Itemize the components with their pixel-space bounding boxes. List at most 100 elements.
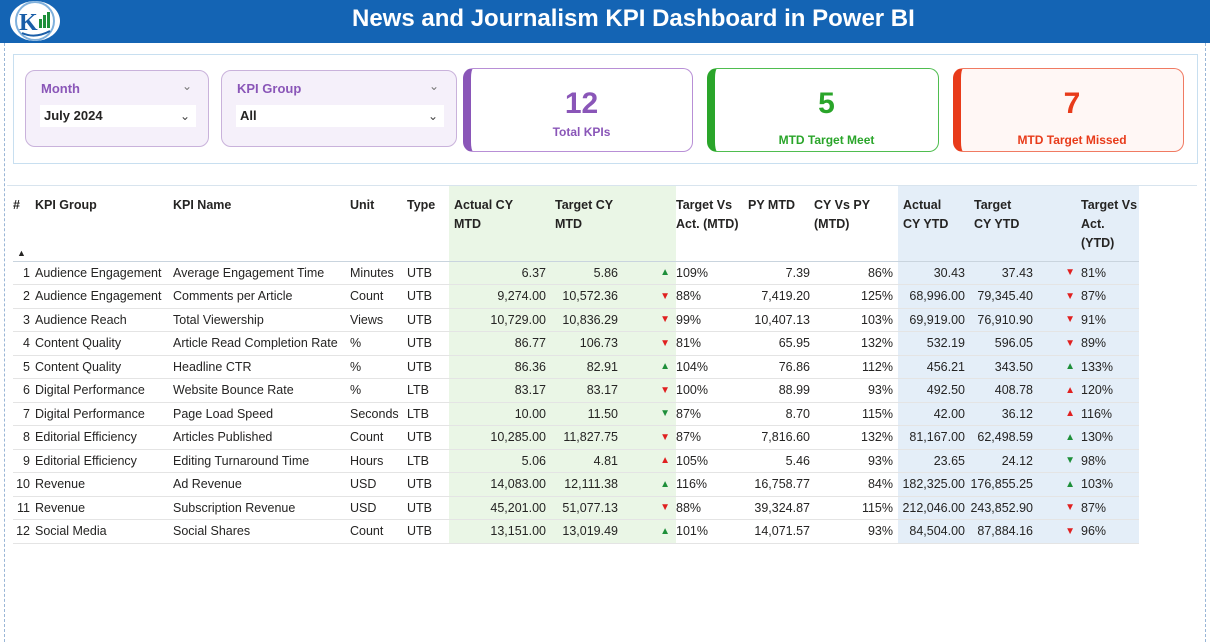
table-row[interactable]: 4 Content Quality Article Read Completion … bbox=[13, 331, 1139, 356]
kpi-name-cell: Subscription Revenue bbox=[173, 496, 350, 520]
actual-cy-ytd-cell: 81,167.00 bbox=[898, 425, 969, 450]
type-cell: UTB bbox=[407, 284, 449, 309]
actual-cy-mtd-cell: 83.17 bbox=[449, 378, 550, 403]
col-header-label: KPI Group bbox=[35, 198, 97, 212]
month-slicer[interactable]: Month ⌄ July 2024 ⌄ bbox=[25, 70, 209, 147]
cy-vs-py-mtd-cell: 84% bbox=[814, 472, 898, 497]
kpi-group-cell: Revenue bbox=[35, 472, 173, 497]
row-index: 10 bbox=[13, 472, 35, 497]
table-row[interactable]: 10 Revenue Ad Revenue USD UTB 14,083.00 12,111… bbox=[13, 472, 1139, 497]
table-row[interactable]: 6 Digital Performance Website Bounce Rate%… bbox=[13, 378, 1139, 403]
col-header-target-vs-act-ytd[interactable]: Target Vs Act. (YTD) bbox=[1081, 186, 1139, 262]
mtd-target-meet-card: 5 MTD Target Meet bbox=[707, 68, 939, 152]
sort-ascending-icon[interactable]: ▲ bbox=[17, 248, 26, 258]
kpi-name-cell: Headline CTR bbox=[173, 355, 350, 379]
table-row[interactable]: 1 Audience Engagement Average Engagement T… bbox=[13, 261, 1139, 285]
table-row[interactable]: 3 Audience Reach Total Viewership Views UTB 1… bbox=[13, 308, 1139, 332]
row-index: 4 bbox=[13, 331, 35, 356]
actual-cy-mtd-cell: 9,274.00 bbox=[449, 284, 550, 309]
col-header-actual-cy-ytd[interactable]: Actual CY YTD bbox=[898, 186, 969, 262]
col-header-target-cy-ytd[interactable]: Target CY YTD bbox=[969, 186, 1081, 262]
unit-cell: Seconds bbox=[350, 402, 407, 426]
actual-cy-mtd-cell: 10.00 bbox=[449, 402, 550, 426]
py-mtd-cell: 10,407.13 bbox=[748, 308, 814, 332]
col-header-actual-cy-mtd[interactable]: Actual CY MTD bbox=[449, 186, 550, 262]
col-header-kpi-name[interactable]: KPI Name bbox=[173, 186, 350, 262]
actual-cy-ytd-cell: 456.21 bbox=[898, 355, 969, 379]
table-row[interactable]: 2 Audience Engagement Comments per Article… bbox=[13, 284, 1139, 309]
target-cy-mtd-cell: 106.73 bbox=[550, 331, 622, 356]
kpi-group-slicer[interactable]: KPI Group ⌄ All ⌄ bbox=[221, 70, 457, 147]
kpi-group-cell: Revenue bbox=[35, 496, 173, 520]
chevron-down-icon[interactable]: ⌄ bbox=[182, 79, 193, 93]
py-mtd-cell: 8.70 bbox=[748, 402, 814, 426]
actual-cy-ytd-cell: 532.19 bbox=[898, 331, 969, 356]
arrow-down-red-icon: ▼ bbox=[622, 331, 676, 356]
mtd-target-meet-value: 5 bbox=[818, 87, 835, 120]
month-value: July 2024 bbox=[44, 108, 103, 123]
total-kpis-value: 12 bbox=[564, 87, 599, 120]
actual-cy-mtd-cell: 10,729.00 bbox=[449, 308, 550, 332]
col-header-kpi-group[interactable]: KPI Group bbox=[35, 186, 173, 262]
total-kpis-card: 12 Total KPIs bbox=[463, 68, 693, 152]
col-header-cy-vs-py-mtd[interactable]: CY Vs PY (MTD) bbox=[814, 186, 898, 262]
table-row[interactable]: 12 Social Media Social Shares Count UTB 13,15… bbox=[13, 519, 1139, 544]
target-cy-mtd-cell: 82.91 bbox=[550, 355, 622, 379]
actual-cy-mtd-cell: 5.06 bbox=[449, 449, 550, 473]
target-vs-act-ytd-cell: 130% bbox=[1081, 425, 1139, 450]
kpi-group-dropdown[interactable]: All ⌄ bbox=[236, 105, 444, 127]
type-cell: UTB bbox=[407, 519, 449, 544]
unit-cell: Hours bbox=[350, 449, 407, 473]
unit-cell: Views bbox=[350, 308, 407, 332]
kpi-group-cell: Audience Engagement bbox=[35, 261, 173, 285]
table-row[interactable]: 9 Editorial Efficiency Editing Turnaround … bbox=[13, 449, 1139, 473]
arrow-down-red-icon: ▼ bbox=[622, 378, 676, 403]
target-cy-mtd-cell: 51,077.13 bbox=[550, 496, 622, 520]
arrow-down-red-icon: ▼ bbox=[1037, 308, 1081, 332]
cy-vs-py-mtd-cell: 132% bbox=[814, 331, 898, 356]
py-mtd-cell: 14,071.57 bbox=[748, 519, 814, 544]
col-header-index[interactable]: # ▲ bbox=[13, 186, 35, 262]
table-row[interactable]: 11 Revenue Subscription Revenue USD UTB 45,20… bbox=[13, 496, 1139, 520]
mtd-target-missed-caption: MTD Target Missed bbox=[1017, 133, 1127, 147]
dropdown-arrow-icon[interactable]: ⌄ bbox=[179, 109, 190, 123]
table-row[interactable]: 5 Content Quality Headline CTR% UTB 86.36 82.… bbox=[13, 355, 1139, 379]
target-vs-act-ytd-cell: 89% bbox=[1081, 331, 1139, 356]
unit-cell: USD bbox=[350, 496, 407, 520]
chevron-down-icon[interactable]: ⌄ bbox=[429, 79, 440, 93]
arrow-up-green-icon: ▲ bbox=[622, 519, 676, 544]
target-vs-act-mtd-cell: 109% bbox=[676, 261, 748, 285]
table-row[interactable]: 7 Digital Performance Page Load Speed Secon… bbox=[13, 402, 1139, 426]
row-index: 2 bbox=[13, 284, 35, 309]
cy-vs-py-mtd-cell: 125% bbox=[814, 284, 898, 309]
actual-cy-mtd-cell: 14,083.00 bbox=[449, 472, 550, 497]
mtd-target-missed-value: 7 bbox=[1063, 87, 1081, 120]
target-cy-ytd-cell: 343.50 bbox=[969, 355, 1037, 379]
col-header-target-cy-mtd[interactable]: Target CY MTD bbox=[550, 186, 676, 262]
svg-text:K: K bbox=[19, 10, 38, 36]
type-cell: LTB bbox=[407, 449, 449, 473]
actual-cy-ytd-cell: 23.65 bbox=[898, 449, 969, 473]
kpi-name-cell: Editing Turnaround Time bbox=[173, 449, 350, 473]
dropdown-arrow-icon[interactable]: ⌄ bbox=[427, 109, 438, 123]
total-kpis-caption: Total KPIs bbox=[552, 125, 611, 139]
type-cell: UTB bbox=[407, 425, 449, 450]
target-vs-act-mtd-cell: 81% bbox=[676, 331, 748, 356]
kpi-name-cell: Social Shares bbox=[173, 519, 350, 544]
cy-vs-py-mtd-cell: 86% bbox=[814, 261, 898, 285]
col-header-type[interactable]: Type bbox=[407, 186, 449, 262]
actual-cy-ytd-cell: 84,504.00 bbox=[898, 519, 969, 544]
col-header-target-vs-act-mtd[interactable]: Target Vs Act. (MTD) bbox=[676, 186, 748, 262]
target-vs-act-mtd-cell: 99% bbox=[676, 308, 748, 332]
target-vs-act-ytd-cell: 87% bbox=[1081, 496, 1139, 520]
col-header-unit[interactable]: Unit bbox=[350, 186, 407, 262]
col-header-label: CY Vs PY (MTD) bbox=[814, 198, 870, 231]
cy-vs-py-mtd-cell: 93% bbox=[814, 378, 898, 403]
col-header-py-mtd[interactable]: PY MTD bbox=[748, 186, 814, 262]
month-dropdown[interactable]: July 2024 ⌄ bbox=[40, 105, 196, 127]
arrow-down-red-icon: ▼ bbox=[622, 425, 676, 450]
row-index: 6 bbox=[13, 378, 35, 403]
py-mtd-cell: 7,419.20 bbox=[748, 284, 814, 309]
target-vs-act-mtd-cell: 105% bbox=[676, 449, 748, 473]
table-row[interactable]: 8 Editorial Efficiency Articles Published C… bbox=[13, 425, 1139, 450]
